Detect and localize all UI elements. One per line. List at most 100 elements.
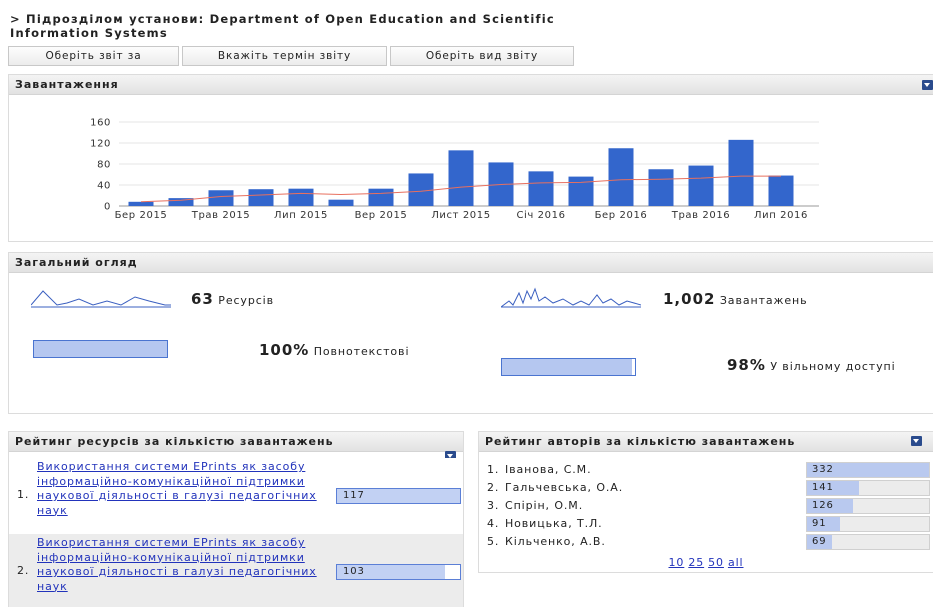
x-tick-label: Трав 2015: [191, 210, 251, 221]
x-tick-label: Лип 2016: [754, 210, 808, 221]
open-stat: 98% У вільному доступі: [727, 341, 927, 391]
fulltext-percent: 100%: [259, 341, 310, 359]
bar: [368, 188, 394, 206]
chart: 0 40 80 120 160 Бер 2015 Трав 2015 Лип 2015 Вер …: [90, 118, 819, 221]
open-bar: [501, 358, 636, 376]
trend-line: [140, 175, 781, 203]
panel-title: Рейтинг ресурсів за кількістю завантажен…: [15, 435, 334, 448]
resources-count: 63: [191, 290, 214, 308]
download-count: 69: [812, 536, 827, 547]
type-button[interactable]: Оберіть вид звіту: [390, 46, 574, 66]
panel-header: Рейтинг ресурсів за кількістю завантажен…: [9, 432, 463, 452]
downloads-label: Завантажень: [719, 294, 808, 307]
download-count: 141: [812, 482, 834, 493]
downloads-count: 1,002: [663, 290, 716, 308]
page-title: > Підрозділом установи: Department of Op…: [10, 12, 555, 40]
author-name: Кільченко, А.В.: [505, 535, 606, 548]
bar: [568, 176, 594, 206]
x-tick-label: Бер 2016: [595, 210, 648, 221]
x-tick-label: Вер 2015: [355, 210, 408, 221]
bar: [728, 139, 754, 206]
author-name: Гальчевська, О.А.: [505, 481, 624, 494]
download-bar: 332: [806, 462, 930, 478]
resource-ranking-panel: Рейтинг ресурсів за кількістю завантажен…: [8, 431, 464, 607]
download-bar: 141: [806, 480, 930, 496]
author-name: Спірін, О.М.: [505, 499, 584, 512]
download-bar: 103: [336, 564, 461, 580]
sparkline: [501, 287, 641, 308]
page-size-link[interactable]: 10: [668, 556, 685, 569]
author-name: Новицька, Т.Л.: [505, 517, 603, 530]
bar: [648, 169, 674, 206]
y-tick-label: 160: [90, 118, 111, 129]
report-button[interactable]: Оберіть звіт за: [8, 46, 179, 66]
open-percent: 98%: [727, 356, 766, 374]
rank: 2.: [17, 564, 30, 577]
x-tick-label: Лист 2015: [431, 210, 490, 221]
bar: [208, 190, 234, 206]
resource-row: 1. Використання системи EPrints як засобу…: [9, 458, 463, 534]
sparkline: [31, 290, 171, 308]
bar: [768, 175, 794, 206]
x-tick-label: Лип 2015: [274, 210, 328, 221]
dropdown-icon[interactable]: [445, 451, 456, 461]
open-label: У вільному доступі: [770, 360, 896, 373]
y-tick-label: 0: [104, 202, 111, 213]
download-count: 332: [812, 464, 834, 475]
y-tick-label: 40: [97, 181, 111, 192]
resources-label: Ресурсів: [218, 294, 275, 307]
resource-link[interactable]: Використання системи EPrints як засобу і…: [37, 460, 317, 517]
overview-panel: Загальний огляд 63 Ресурсів 1,002 Завант…: [8, 252, 933, 414]
fulltext-bar: [33, 340, 168, 358]
bar: [688, 165, 714, 206]
bar: [328, 199, 354, 206]
rank: 3.: [487, 499, 500, 512]
fulltext-fill: [34, 341, 167, 357]
rank: 1.: [17, 488, 30, 501]
x-tick-label: Трав 2016: [671, 210, 731, 221]
rank: 5.: [487, 535, 500, 548]
download-fill: [807, 517, 841, 531]
download-bar: 117: [336, 488, 461, 504]
author-name: Іванова, С.М.: [505, 463, 592, 476]
panel-title: Рейтинг авторів за кількістю завантажень: [485, 435, 796, 448]
bar: [168, 198, 194, 206]
bar: [128, 201, 154, 206]
rank: 1.: [487, 463, 500, 476]
pager: 10 25 50 all: [479, 556, 933, 569]
download-fill: [807, 463, 929, 477]
panel-header: Завантаження: [9, 75, 933, 95]
bar: [408, 173, 434, 206]
page-size-link[interactable]: 25: [688, 556, 705, 569]
download-fill: [807, 481, 859, 495]
download-bar: 126: [806, 498, 930, 514]
panel-title: Загальний огляд: [15, 256, 138, 269]
fulltext-stat: 100% Повнотекстові: [259, 341, 409, 359]
download-bar: 91: [806, 516, 930, 532]
download-count: 91: [812, 518, 827, 529]
page-size-link[interactable]: all: [727, 556, 744, 569]
panel-header: Рейтинг авторів за кількістю завантажень: [479, 432, 933, 452]
download-fill: [337, 565, 446, 579]
bar: [528, 171, 554, 206]
rank: 2.: [487, 481, 500, 494]
resources-stat: 63 Ресурсів: [191, 290, 274, 308]
rank: 4.: [487, 517, 500, 530]
x-tick-label: Січ 2016: [516, 209, 565, 221]
dropdown-icon[interactable]: [911, 436, 922, 446]
term-button[interactable]: Вкажіть термін звіту: [182, 46, 387, 66]
resource-row: 2. Використання системи EPrints як засобу…: [9, 534, 463, 607]
downloads-stat: 1,002 Завантажень: [663, 290, 807, 308]
open-fill: [502, 359, 633, 375]
author-ranking-panel: Рейтинг авторів за кількістю завантажень…: [478, 431, 933, 573]
download-fill: [337, 489, 460, 503]
download-count: 117: [343, 490, 365, 501]
resource-link[interactable]: Використання системи EPrints як засобу і…: [37, 536, 317, 593]
bar: [288, 188, 314, 206]
panel-header: Загальний огляд: [9, 253, 933, 273]
page-size-link[interactable]: 50: [708, 556, 724, 569]
download-count: 103: [343, 566, 365, 577]
dropdown-icon[interactable]: [922, 80, 933, 90]
bar: [448, 150, 474, 206]
